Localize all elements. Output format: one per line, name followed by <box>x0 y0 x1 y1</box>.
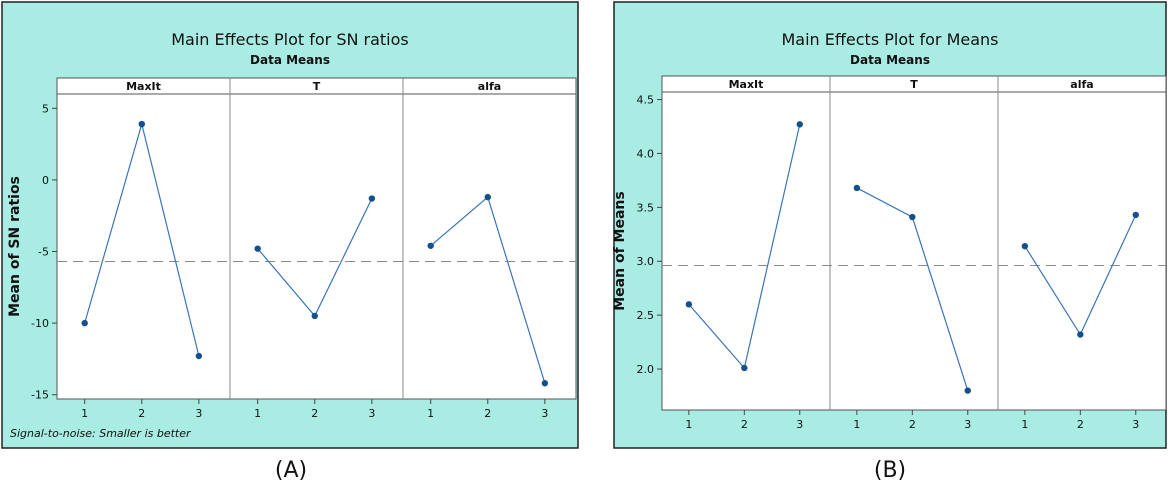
data-point <box>484 193 491 201</box>
x-tick-label: 1 <box>81 407 88 420</box>
x-tick-label: 2 <box>138 407 145 420</box>
y-tick-label: 3.5 <box>637 201 655 214</box>
data-point <box>1021 242 1029 250</box>
y-axis-label: Mean of Means <box>612 191 628 310</box>
data-point <box>541 380 549 387</box>
x-tick-label: 3 <box>368 407 375 420</box>
chart-b: Main Effects Plot for Means Data Means 4.5… <box>612 1 1167 483</box>
x-tick-label: 3 <box>541 407 548 420</box>
data-point <box>741 364 748 372</box>
data-point <box>427 242 434 249</box>
facet-label: MaxIt <box>126 80 161 93</box>
chart-footnote: Signal-to-noise: Smaller is better <box>10 427 192 440</box>
data-point <box>368 195 376 202</box>
x-tick-label: 3 <box>964 418 971 431</box>
plot-area <box>56 77 577 400</box>
x-tick-label: 1 <box>1021 418 1028 431</box>
x-tick-label: 2 <box>909 418 916 431</box>
data-point <box>1132 211 1139 219</box>
facet-label: MaxIt <box>729 78 764 91</box>
facet-label: alfa <box>478 80 501 93</box>
x-tick-label: 3 <box>1132 418 1139 431</box>
data-point <box>685 301 693 308</box>
x-tick-label: 3 <box>195 407 202 420</box>
data-point <box>796 121 803 128</box>
x-tick-label: 2 <box>1077 418 1084 431</box>
x-tick-label: 1 <box>685 418 692 431</box>
chart-subtitle: Data Means <box>250 53 330 67</box>
x-tick-label: 2 <box>741 418 748 431</box>
y-tick-label: 2.5 <box>637 309 655 322</box>
chart-title: Main Effects Plot for SN ratios <box>171 30 409 49</box>
data-point <box>81 319 88 327</box>
y-tick-label: 2.0 <box>637 363 655 376</box>
y-tick-label: -15 <box>31 389 49 402</box>
subfigure-caption: (A) <box>275 458 307 483</box>
x-tick-label: 1 <box>427 407 434 420</box>
x-tick-label: 3 <box>796 418 803 431</box>
y-tick-label: 0 <box>42 174 49 187</box>
y-tick-label: -10 <box>31 317 49 330</box>
y-tick-label: 3.0 <box>637 255 655 268</box>
x-tick-label: 2 <box>484 407 491 420</box>
data-point <box>964 387 971 394</box>
x-tick-label: 1 <box>853 418 860 431</box>
facet-label: T <box>910 78 918 91</box>
data-point <box>311 312 318 320</box>
y-tick-label: 4.5 <box>637 94 655 107</box>
chart-subtitle: Data Means <box>850 53 930 67</box>
data-point <box>1077 331 1084 338</box>
data-point <box>254 245 261 252</box>
y-tick-label: -5 <box>38 246 49 259</box>
data-point <box>195 352 203 360</box>
facet-label: alfa <box>1070 78 1093 91</box>
y-tick-label: 5 <box>42 102 49 115</box>
y-axis-label: Mean of SN ratios <box>7 176 23 317</box>
chart-title: Main Effects Plot for Means <box>781 30 998 49</box>
x-tick-label: 1 <box>254 407 261 420</box>
data-point <box>909 213 916 221</box>
y-tick-label: 4.0 <box>637 147 655 160</box>
subfigure-caption: (B) <box>874 458 906 483</box>
facet-label: T <box>313 80 321 93</box>
data-point <box>138 120 145 128</box>
chart-a: Main Effects Plot for SN ratios Data Mean… <box>1 1 579 483</box>
data-point <box>853 184 861 192</box>
x-tick-label: 2 <box>311 407 318 420</box>
plot-area <box>661 75 1167 411</box>
